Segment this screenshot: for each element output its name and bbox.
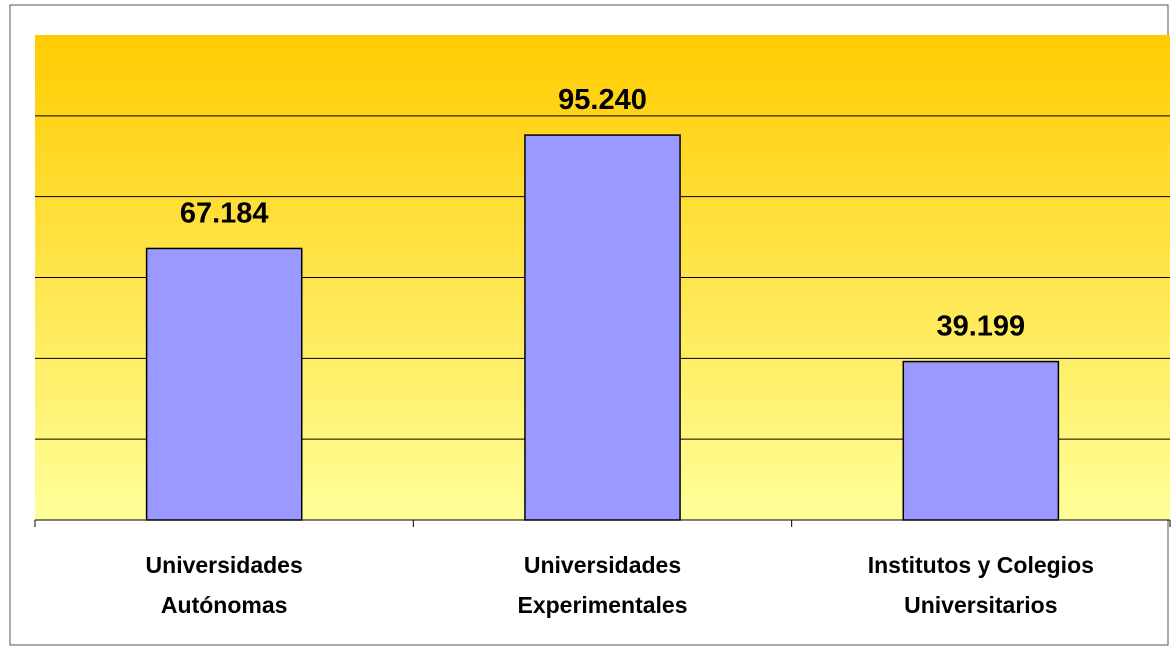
x-tick-label: Universidades Experimentales (517, 552, 688, 618)
x-tick-label: Institutos y Colegios Universitarios (867, 552, 1094, 618)
x-tick-label: Universidades Autónomas (145, 552, 303, 618)
data-label: 39.199 (936, 311, 1025, 343)
bar (145, 247, 303, 521)
data-label: 95.240 (558, 84, 647, 116)
bar (902, 360, 1060, 521)
data-label: 67.184 (180, 197, 269, 229)
bar (524, 134, 681, 521)
